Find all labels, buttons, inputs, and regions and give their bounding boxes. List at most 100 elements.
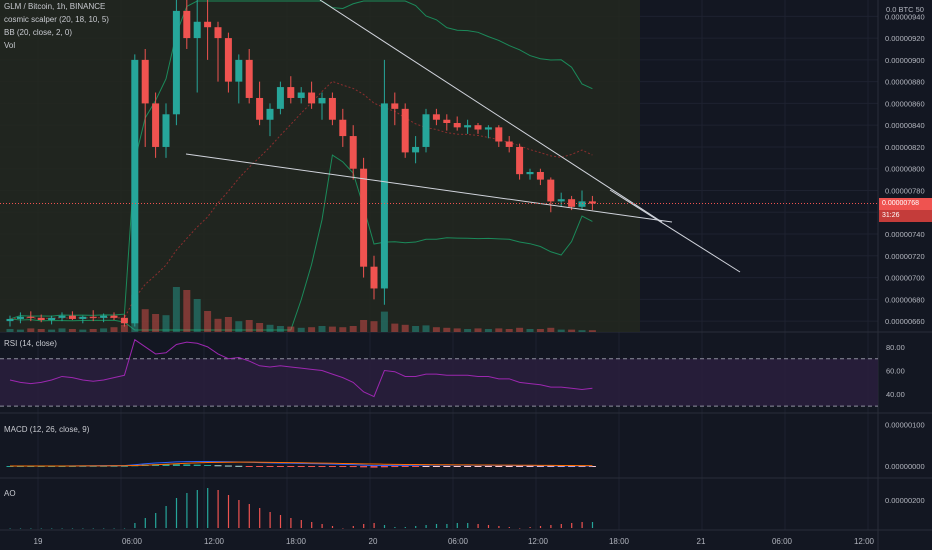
candle-body [100, 315, 108, 318]
ao-bar [113, 528, 115, 529]
rsi-band [0, 358, 878, 407]
ao-bar [352, 526, 354, 528]
time-axis-label: 12:00 [854, 537, 875, 546]
candle-body [214, 27, 222, 39]
price-axis-label: 0.00000900 [885, 56, 925, 65]
ao-label[interactable]: AO [4, 489, 16, 498]
macd-histogram-bar [547, 466, 555, 467]
ao-bar [508, 527, 510, 528]
volume-bar [183, 290, 191, 332]
candle-body [339, 119, 347, 137]
volume-bar [89, 329, 97, 332]
candle-body [48, 317, 56, 321]
candle-body [526, 171, 534, 175]
candle-body [287, 87, 295, 98]
ao-bar [165, 506, 167, 528]
ao-bar [300, 520, 302, 528]
ao-axis-label: 0.00000200 [885, 496, 925, 505]
candle-body [131, 59, 139, 324]
volume-bar [432, 327, 440, 332]
time-axis-label: 12:00 [204, 537, 225, 546]
ao-pane [9, 488, 594, 529]
candle-body [484, 127, 492, 130]
macd-histogram-bar [328, 466, 336, 467]
ao-bar [175, 498, 178, 528]
price-axis-label: 0.00000720 [885, 252, 925, 261]
candle-body [37, 317, 45, 321]
bb-lower [9, 154, 593, 331]
candle-body [141, 59, 149, 104]
macd-histogram-bar [172, 464, 180, 466]
ao-bar [51, 528, 53, 529]
time-axis-label: 12:00 [528, 537, 549, 546]
macd-histogram-bar [391, 466, 399, 468]
macd-histogram-bar [287, 466, 295, 467]
indicator-volume[interactable]: Vol [4, 41, 16, 50]
symbol-title: GLM / Bitcoin, 1h, BINANCE [4, 2, 106, 11]
ao-bar [435, 524, 438, 528]
macd-histogram-bar [224, 465, 232, 467]
macd-histogram-bar [297, 466, 305, 467]
candle-body [120, 317, 128, 324]
candle-body [588, 201, 596, 204]
price-axis-label: 0.00000740 [885, 230, 925, 239]
ao-bar [477, 524, 479, 528]
ao-bar [550, 525, 552, 528]
ao-bar [404, 527, 406, 528]
trendline-upper [319, 0, 663, 223]
volume-bar [588, 330, 596, 332]
ao-bar [19, 528, 22, 529]
indicator-bb[interactable]: BB (20, close, 2, 0) [4, 28, 73, 37]
volume-bar [536, 329, 544, 332]
macd-histogram-bar [120, 465, 128, 467]
volume-bar [110, 327, 118, 332]
ao-bar [415, 526, 417, 528]
macd-histogram-bar [162, 464, 170, 466]
macd-histogram-bar [464, 466, 472, 467]
trendlines[interactable] [0, 0, 878, 273]
volume-bar [172, 287, 180, 332]
volume-bar [152, 314, 160, 332]
macd-histogram-bar [484, 466, 492, 467]
ao-bar [591, 522, 594, 528]
bb-upper [9, 0, 593, 320]
ao-bar [581, 522, 583, 528]
ao-bar [446, 524, 448, 528]
price-axis-label: 0.00000860 [885, 99, 925, 108]
macd-histogram-bar [183, 464, 191, 466]
ao-bar [363, 524, 365, 528]
macd-histogram-bar [266, 466, 274, 467]
volume-bar [58, 328, 66, 332]
volume-bar [68, 329, 76, 332]
candle-body [505, 141, 513, 147]
candle-body [349, 136, 357, 169]
ao-bar [279, 515, 282, 528]
macd-histogram-bar [276, 466, 284, 467]
macd-histogram-bar [474, 466, 482, 467]
ao-bar [207, 488, 209, 528]
price-axis-label: 0.00000920 [885, 34, 925, 43]
macd-label[interactable]: MACD (12, 26, close, 9) [4, 425, 90, 434]
indicator-cosmic-scalper[interactable]: cosmic scalper (20, 18, 10, 5) [4, 15, 109, 24]
ao-bar [134, 523, 136, 528]
volume-bar [557, 329, 565, 332]
rsi-label[interactable]: RSI (14, close) [4, 339, 57, 348]
macd-histogram-bar [349, 466, 357, 468]
ao-bar [238, 500, 240, 528]
volume-bar [27, 328, 35, 332]
candle-body [183, 10, 191, 39]
macd-histogram-bar [360, 466, 368, 468]
volume-bar [339, 327, 347, 332]
volume-bar [516, 327, 524, 332]
candles [6, 0, 596, 327]
macd-histogram-bar [204, 464, 212, 466]
price-axis-top-label: 0.0 BTC 50 [886, 5, 924, 14]
volume-bar [79, 329, 87, 332]
candle-body [89, 316, 97, 318]
candle-body [308, 92, 316, 104]
price-axis-label: 0.00000820 [885, 143, 925, 152]
volume-bar [370, 321, 378, 332]
candle-body [370, 266, 378, 289]
candle-body [68, 315, 76, 319]
